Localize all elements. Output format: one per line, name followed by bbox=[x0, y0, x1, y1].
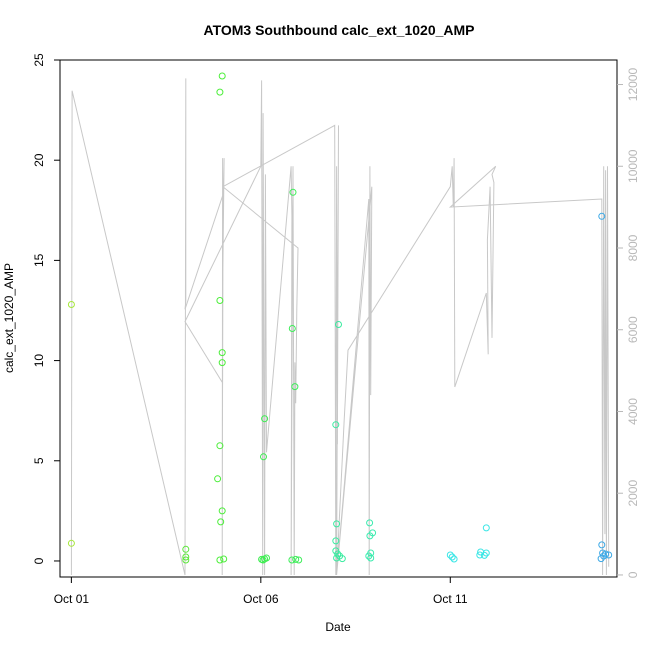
data-point bbox=[602, 550, 610, 558]
data-point bbox=[334, 550, 342, 558]
y-tick-label: 5 bbox=[32, 457, 46, 464]
y2-tick-label: 12000 bbox=[626, 68, 640, 102]
data-point bbox=[67, 539, 75, 547]
data-point bbox=[218, 359, 226, 367]
data-point bbox=[605, 551, 613, 559]
data-point bbox=[333, 520, 341, 528]
data-point bbox=[182, 545, 190, 553]
data-point bbox=[218, 72, 226, 80]
y-axis-left: 0 5 10 15 20 25 bbox=[32, 53, 60, 564]
x-axis: Oct 01 Oct 06 Oct 11 bbox=[54, 577, 468, 606]
chart-title: ATOM3 Southbound calc_ext_1020_AMP bbox=[204, 22, 475, 38]
data-point bbox=[289, 188, 297, 196]
data-point bbox=[261, 415, 269, 423]
data-point bbox=[598, 541, 606, 549]
data-point bbox=[335, 321, 342, 328]
data-points bbox=[67, 72, 613, 564]
data-point bbox=[292, 555, 300, 563]
right-axis-line-series bbox=[70, 78, 610, 576]
data-point bbox=[448, 553, 456, 561]
x-tick-label: Oct 06 bbox=[243, 592, 279, 606]
y-tick-label: 0 bbox=[32, 557, 46, 564]
data-point bbox=[338, 555, 346, 563]
y2-tick-label: 0 bbox=[626, 571, 640, 578]
y-axis-right: 0 2000 4000 6000 8000 10000 12000 bbox=[617, 68, 640, 578]
y2-tick-label: 4000 bbox=[626, 398, 640, 425]
y-axis-label: calc_ext_1020_AMP bbox=[2, 263, 16, 373]
y-tick-label: 15 bbox=[32, 253, 46, 267]
data-point bbox=[216, 556, 224, 564]
data-point bbox=[182, 553, 190, 561]
y-tick-label: 25 bbox=[32, 53, 46, 67]
data-point bbox=[263, 554, 270, 562]
data-point bbox=[182, 556, 190, 564]
data-point bbox=[291, 383, 299, 391]
data-point bbox=[367, 554, 375, 562]
data-point bbox=[446, 551, 454, 559]
data-point bbox=[332, 537, 340, 545]
data-point bbox=[365, 552, 373, 560]
data-point bbox=[67, 301, 75, 308]
x-axis-label: Date bbox=[325, 620, 351, 634]
data-point bbox=[598, 212, 606, 220]
data-point bbox=[220, 555, 228, 563]
data-point bbox=[218, 349, 226, 357]
data-point bbox=[366, 519, 374, 527]
data-point bbox=[260, 453, 267, 461]
data-point bbox=[216, 297, 224, 304]
data-point bbox=[288, 325, 296, 332]
data-point bbox=[480, 551, 488, 559]
plot-frame bbox=[59, 59, 618, 578]
data-point bbox=[332, 421, 340, 429]
data-point bbox=[295, 556, 303, 564]
data-point bbox=[258, 555, 266, 563]
data-point bbox=[366, 532, 374, 540]
data-point bbox=[214, 475, 222, 483]
data-point bbox=[597, 555, 605, 563]
data-point bbox=[217, 518, 225, 526]
series-line bbox=[70, 78, 610, 576]
y2-tick-label: 2000 bbox=[626, 480, 640, 507]
y-tick-label: 20 bbox=[32, 153, 46, 167]
x-tick-label: Oct 11 bbox=[433, 592, 468, 606]
data-point bbox=[216, 88, 224, 96]
y2-tick-label: 6000 bbox=[626, 316, 640, 343]
y-tick-label: 10 bbox=[32, 354, 46, 368]
data-point bbox=[216, 442, 224, 450]
y2-tick-label: 10000 bbox=[626, 149, 640, 183]
data-point bbox=[476, 551, 484, 559]
data-point bbox=[482, 524, 490, 532]
y2-tick-label: 8000 bbox=[626, 234, 640, 261]
x-tick-label: Oct 01 bbox=[54, 592, 90, 606]
data-point bbox=[218, 507, 226, 515]
data-point bbox=[288, 556, 296, 564]
data-point bbox=[450, 555, 458, 563]
